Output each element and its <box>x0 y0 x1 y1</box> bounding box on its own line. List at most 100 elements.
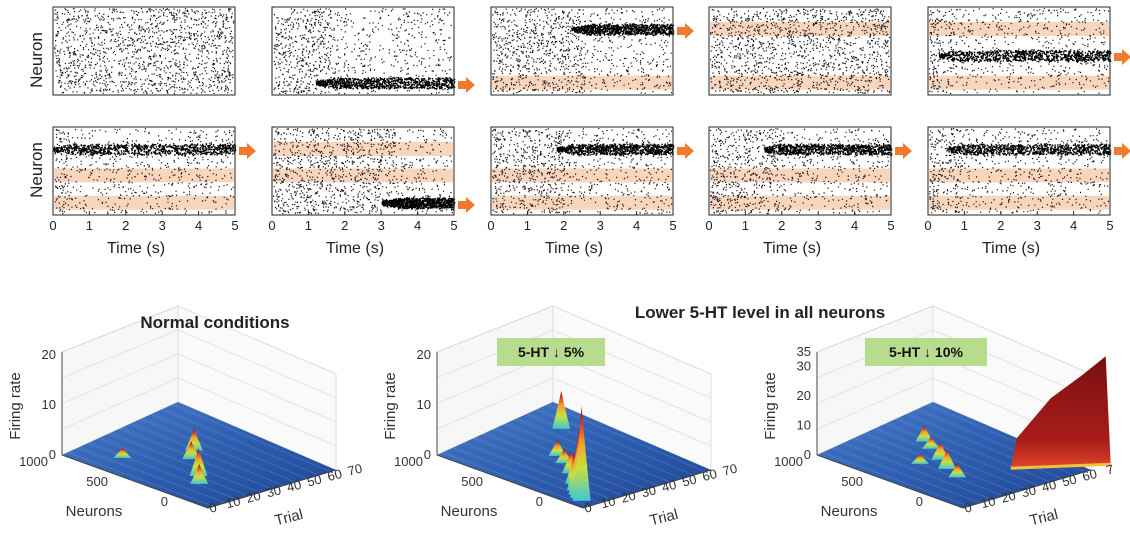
highlight-band <box>492 75 672 90</box>
x-tick-label: 4 <box>414 218 421 233</box>
trial-tick-label: 10 <box>979 493 997 511</box>
highlight-band <box>273 168 453 183</box>
surface-plots-section: Lower 5-HT level in all neurons 20100100… <box>7 303 1115 529</box>
x-tick-label: 4 <box>851 218 858 233</box>
spike-cluster <box>763 143 893 157</box>
spike-dots <box>273 128 453 215</box>
condition-badge <box>497 338 605 366</box>
trial-axis-line-far <box>962 469 1092 509</box>
surface-streak <box>473 437 624 497</box>
highlight-band <box>929 22 1109 36</box>
raster-panel-r2c3: 0 1 2 3 4 5 Time (s) <box>487 126 694 257</box>
neuron-tick-label: 500 <box>461 474 483 489</box>
wall-gridline <box>816 377 934 430</box>
firing-peak <box>548 439 567 456</box>
trial-tick-label: 40 <box>660 477 678 495</box>
time-axis-label: Time (s) <box>763 240 821 257</box>
spike-cluster <box>556 143 675 157</box>
z-tick-label: 20 <box>417 347 431 362</box>
surface-streak <box>853 437 1004 497</box>
surface-streak <box>93 440 244 498</box>
surface-streak <box>162 408 319 476</box>
z-tick-label: 0 <box>49 447 56 462</box>
x-tick-label: 3 <box>378 218 385 233</box>
surface-streak <box>98 437 249 497</box>
x-tick-label: 4 <box>1070 218 1077 233</box>
surface-streak <box>885 423 1039 486</box>
surface-streak <box>88 442 238 500</box>
z-tick-label: 10 <box>42 397 56 412</box>
surface-streak <box>72 449 220 505</box>
x-tick-label: 0 <box>924 218 931 233</box>
surface-streak <box>104 435 255 495</box>
trial-axis-line <box>436 454 584 509</box>
trial-axis-line-far <box>207 469 337 509</box>
transition-arrow-icon <box>677 23 694 39</box>
x-tick-label: 2 <box>122 218 129 233</box>
neuron-tick-label: 1000 <box>774 454 803 469</box>
firing-peak <box>189 448 208 477</box>
x-tick-label: 2 <box>997 218 1004 233</box>
trial-tick-label: 50 <box>1061 471 1079 489</box>
surface-streak <box>82 445 232 502</box>
trial-tick-label: 0 <box>963 499 974 515</box>
wall-gridline <box>61 377 179 430</box>
time-axis-label: Time (s) <box>326 240 384 257</box>
raster-panel-r1c5 <box>927 6 1130 96</box>
neuron-tick-label: 0 <box>916 494 923 509</box>
surface-streak <box>130 423 284 486</box>
surface-streak <box>822 452 969 507</box>
trial-tick-label: 30 <box>1020 482 1038 500</box>
condition-badge-label: 5-HT ↓ 10% <box>889 344 963 360</box>
trial-tick-label: 20 <box>620 488 638 506</box>
surface-streak <box>468 440 619 498</box>
spike-dots <box>929 128 1110 214</box>
spike-dots <box>492 8 672 95</box>
surface-streak <box>172 404 331 473</box>
time-axis-label: Time (s) <box>107 240 165 257</box>
trial-tick-label: 40 <box>285 477 303 495</box>
wall-gridline <box>552 377 712 447</box>
raster-panel-r1c3 <box>490 6 694 96</box>
trial-tick-label: 0 <box>583 499 594 515</box>
surface-streak <box>447 449 595 505</box>
spike-cluster <box>571 23 675 37</box>
x-tick-label: 0 <box>705 218 712 233</box>
surface-streak <box>515 418 671 483</box>
surface-streak <box>547 404 706 473</box>
transition-arrow-icon <box>895 143 912 159</box>
x-tick-label: 1 <box>524 218 531 233</box>
highlight-band <box>929 195 1109 210</box>
x-tick-label: 0 <box>49 218 56 233</box>
x-tick-label: 5 <box>1106 218 1113 233</box>
trial-tick-label: 20 <box>1000 488 1018 506</box>
spike-dots <box>710 128 890 215</box>
x-tick-label: 0 <box>487 218 494 233</box>
raster-panel-r1c2 <box>271 6 475 96</box>
highlight-band <box>929 168 1109 183</box>
surface-streak <box>827 449 975 505</box>
x-tick-label: 5 <box>887 218 894 233</box>
trial-tick-label: 0 <box>208 499 219 515</box>
surface-streak <box>114 430 267 492</box>
transition-arrow-icon <box>458 77 475 93</box>
trial-tick-label: 10 <box>599 493 617 511</box>
x-tick-label: 3 <box>815 218 822 233</box>
raster-panel-r1c1 <box>52 6 236 96</box>
x-tick-label: 3 <box>597 218 604 233</box>
firing-rate-axis-label: Firing rate <box>382 372 399 440</box>
wall-gridline <box>177 377 337 447</box>
surface-streak <box>521 416 677 481</box>
z-tick-label: 0 <box>804 447 811 462</box>
x-tick-label: 1 <box>961 218 968 233</box>
trial-tick-label: 30 <box>265 482 283 500</box>
surface-streak <box>895 418 1051 483</box>
z-tick-label: 10 <box>417 397 431 412</box>
wall-gridline <box>61 353 179 404</box>
spike-dots <box>54 128 235 215</box>
transition-arrow-icon <box>239 143 256 159</box>
spike-dots <box>710 8 891 95</box>
